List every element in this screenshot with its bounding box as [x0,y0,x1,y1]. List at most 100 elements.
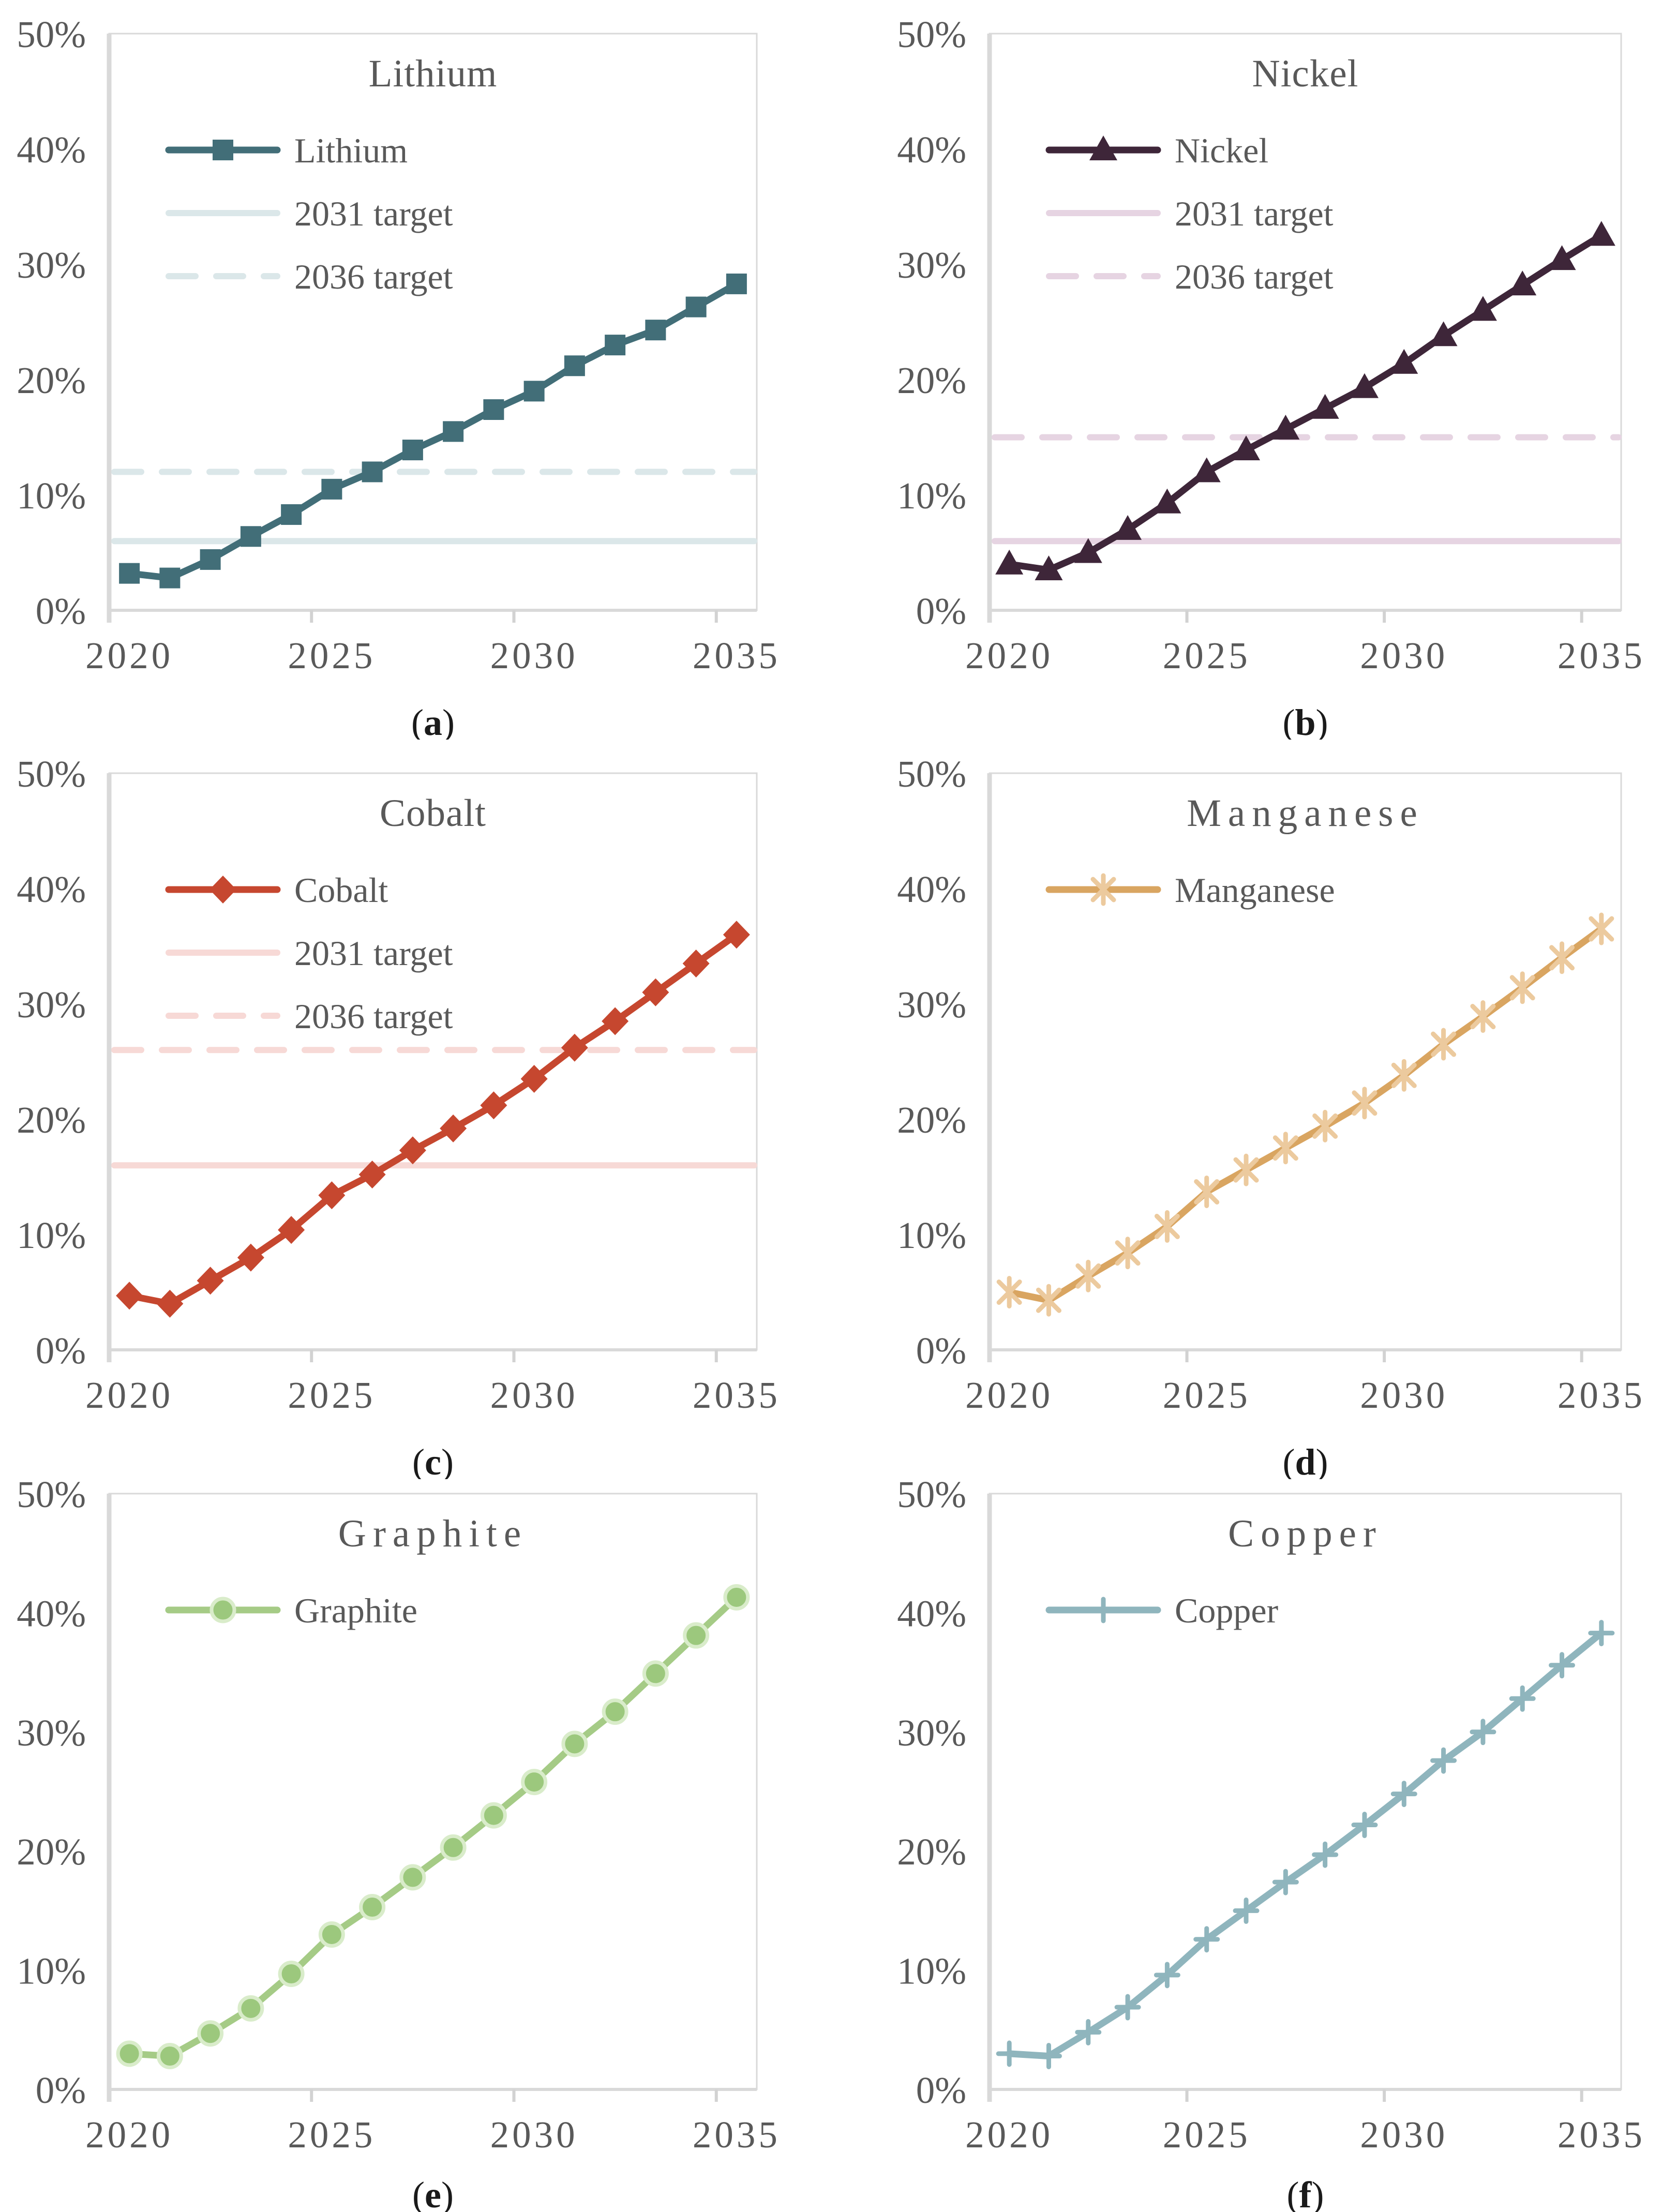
y-tick-label: 50% [897,13,966,55]
chart-panel-d: Manganese Manganese 2020 2025 2030 2035 0% 10% 2… [828,740,1662,1479]
chart-panel-a: Lithium Lithium 2031 target 2036 target 2020… [0,0,828,740]
series-line-graphite [126,1593,740,2059]
series-marker [116,2040,143,2067]
y-tick-label: 0% [916,1330,966,1372]
series-marker [561,1731,588,1757]
series-line-copper [1006,1630,1605,2059]
series-marker [237,1243,264,1272]
x-tick-label: 2025 [1163,635,1251,676]
legend-label: Graphite [294,1591,417,1630]
series-marker [995,549,1024,575]
chart-canvas-f: Copper Copper 2020 2025 2030 2035 0% 10% 20% 30% 4… [897,1479,1642,2212]
series-marker [1036,1287,1061,1313]
series-marker [116,1282,143,1310]
series-marker [1192,457,1221,483]
y-tick-label: 20% [897,1099,966,1141]
chart-canvas-e: Graphite Graphite 2020 2025 2030 2035 0% 10% 20%… [17,1479,777,2212]
series-marker [1153,488,1181,514]
series-marker [362,461,383,483]
series-marker [682,949,710,977]
y-tick-label: 20% [17,1099,86,1141]
legend-label: Manganese [1175,870,1335,910]
x-tick-label: 2030 [490,1374,578,1416]
y-tick-label: 40% [897,129,966,171]
series-marker [1233,1157,1259,1183]
y-tick-label: 40% [897,1592,966,1634]
x-tick-label: 2020 [85,635,173,676]
chart-title: Copper [1228,1512,1383,1555]
series-marker [1587,221,1615,246]
series-marker [564,355,585,377]
series-marker [1391,1062,1417,1088]
x-tick-label: 2030 [490,635,578,676]
legend-label: 2036 target [1175,257,1334,296]
series-marker [723,1584,750,1611]
series-marker [1431,1031,1457,1057]
chart-canvas-d: Manganese Manganese 2020 2025 2030 2035 0% 10% 2… [897,753,1642,1479]
x-tick-label: 2020 [965,635,1053,676]
panel-caption: (a) [411,702,455,740]
x-tick-label: 2025 [288,2114,376,2156]
chart-panel-e: Graphite Graphite 2020 2025 2030 2035 0% 10% 20%… [0,1479,828,2212]
y-tick-label: 30% [17,984,86,1026]
series-marker [645,320,666,341]
chart-title: Nickel [1252,52,1359,95]
legend-label: 2036 target [294,997,453,1036]
series-marker [1549,945,1575,971]
plot-border [989,33,1622,611]
y-tick-label: 30% [17,244,86,286]
legend-label: Nickel [1175,131,1268,170]
plot-border [989,1493,1622,2090]
series-marker [359,1893,386,1920]
series-marker [402,440,423,461]
series-marker [480,1091,507,1120]
legend-label: 2031 target [294,194,453,233]
series-marker [602,1007,629,1035]
chart-title: Cobalt [380,792,486,835]
chart-panel-b: Nickel Nickel 2031 target 2036 target 2020 20… [828,0,1662,740]
y-tick-label: 10% [17,1214,86,1256]
series-marker [1312,1113,1338,1139]
series-marker [278,1961,305,1988]
x-tick-label: 2020 [85,1374,173,1416]
series-marker [683,1622,710,1649]
series-marker [1232,435,1261,461]
series-marker [399,1136,426,1165]
y-tick-label: 50% [897,1479,966,1515]
panel-caption: (e) [412,2174,454,2212]
y-tick-label: 30% [17,1712,86,1754]
series-marker [278,1216,305,1244]
series-marker [520,1064,548,1093]
series-marker [523,381,545,402]
series-marker [1075,1263,1101,1289]
series-marker [156,1289,184,1318]
series-marker [685,296,707,318]
series-marker [1508,270,1537,296]
y-tick-label: 50% [17,1479,86,1515]
series-marker [521,1769,548,1796]
legend-label: Lithium [294,131,408,170]
plot-border [108,772,758,1351]
series-marker [213,140,233,160]
series-marker [159,567,181,589]
series-marker [602,1698,628,1725]
series-marker [1090,877,1116,902]
series-marker [281,504,302,525]
y-tick-label: 0% [36,590,86,632]
series-marker [1429,321,1458,347]
legend-label: 2031 target [1175,194,1334,233]
series-marker [318,1181,346,1210]
y-tick-label: 0% [36,1330,86,1372]
series-marker [358,1161,386,1189]
y-tick-label: 20% [897,1831,966,1873]
series-marker [440,1114,467,1142]
series-marker [1509,975,1535,1001]
panel-caption: (f) [1287,2174,1324,2212]
chart-canvas-a: Lithium Lithium 2031 target 2036 target 2020… [17,13,777,740]
series-marker [1469,296,1497,321]
x-tick-label: 2030 [1360,1374,1448,1416]
chart-title: Manganese [1187,792,1424,835]
series-marker [1390,349,1418,374]
x-tick-label: 2020 [965,2114,1053,2156]
